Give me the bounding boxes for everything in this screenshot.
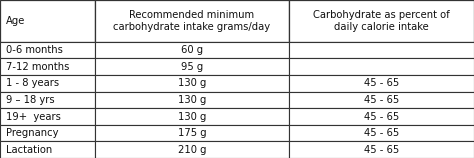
Text: 95 g: 95 g [181,62,203,72]
Bar [289,58,474,75]
Bar [95,42,289,58]
Text: Pregnancy: Pregnancy [6,128,59,138]
Text: 45 - 65: 45 - 65 [364,145,399,155]
Text: 210 g: 210 g [178,145,206,155]
Text: 1 - 8 years: 1 - 8 years [6,78,59,88]
Text: 9 – 18 yrs: 9 – 18 yrs [6,95,55,105]
Bar [95,92,289,108]
Bar [289,0,474,42]
Text: 45 - 65: 45 - 65 [364,128,399,138]
Bar [0,92,95,108]
Bar [0,125,95,141]
Text: Lactation: Lactation [6,145,53,155]
Bar [0,75,95,92]
Text: 130 g: 130 g [178,78,206,88]
Text: 0-6 months: 0-6 months [6,45,63,55]
Bar [95,108,289,125]
Text: 45 - 65: 45 - 65 [364,95,399,105]
Text: Age: Age [6,16,26,26]
Bar [289,125,474,141]
Bar [289,141,474,158]
Bar [289,75,474,92]
Text: Recommended minimum
carbohydrate intake grams/day: Recommended minimum carbohydrate intake … [113,10,271,32]
Text: 19+  years: 19+ years [6,112,61,122]
Text: Carbohydrate as percent of
daily calorie intake: Carbohydrate as percent of daily calorie… [313,10,450,32]
Text: 175 g: 175 g [178,128,206,138]
Bar [0,141,95,158]
Bar [289,42,474,58]
Bar [289,108,474,125]
Text: 60 g: 60 g [181,45,203,55]
Bar [0,58,95,75]
Bar [95,75,289,92]
Bar [0,108,95,125]
Bar [95,0,289,42]
Bar [289,92,474,108]
Bar [95,141,289,158]
Bar [95,125,289,141]
Bar [0,42,95,58]
Text: 45 - 65: 45 - 65 [364,78,399,88]
Text: 130 g: 130 g [178,112,206,122]
Text: 130 g: 130 g [178,95,206,105]
Bar [95,58,289,75]
Bar [0,0,95,42]
Text: 45 - 65: 45 - 65 [364,112,399,122]
Text: 7-12 months: 7-12 months [6,62,70,72]
